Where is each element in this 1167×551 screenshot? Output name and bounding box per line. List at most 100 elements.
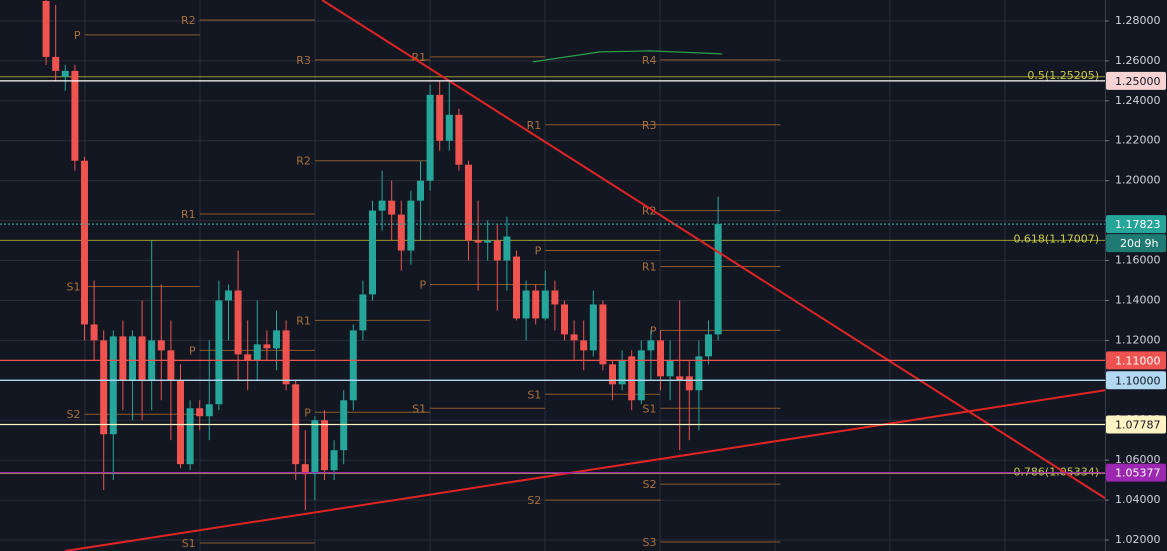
candle-body (426, 94, 434, 181)
price-level-box (1106, 415, 1166, 434)
countdown-label: 20d 9h (1120, 237, 1158, 250)
pivot-label: S3 (643, 536, 657, 549)
candle-body (340, 400, 348, 451)
countdown-box (1106, 234, 1166, 253)
candle-body (685, 376, 693, 391)
y-tick-label: 1.06000 (1115, 453, 1161, 466)
pivot-label: P (535, 245, 542, 258)
candle-body (618, 360, 626, 385)
candle-body (714, 224, 722, 335)
candle-body (196, 408, 204, 417)
candle-body (464, 164, 472, 241)
candle-body (436, 94, 444, 141)
price-level-box (1106, 71, 1166, 90)
price-level-box (1106, 463, 1166, 482)
candle-body (647, 340, 655, 351)
candle-body (522, 290, 530, 319)
candle-body (100, 340, 108, 435)
candle-body (167, 350, 175, 381)
candle-body (445, 114, 453, 141)
candle-body (52, 56, 60, 71)
candle-body (311, 420, 319, 475)
y-tick-label: 1.16000 (1115, 254, 1161, 267)
pivot-label: R1 (296, 314, 311, 327)
candle-body (176, 380, 184, 465)
y-tick-label: 1.22000 (1115, 134, 1161, 147)
candle-body (378, 200, 386, 211)
candle-body (234, 290, 242, 355)
candle-body (90, 324, 98, 341)
candle-body (580, 340, 588, 351)
y-tick-label: 1.12000 (1115, 333, 1161, 346)
candle-body (61, 70, 69, 77)
candle-body (561, 304, 569, 335)
candle-body (503, 236, 511, 261)
candle-body (157, 340, 165, 351)
candle-body (186, 408, 194, 465)
pivot-label: R3 (296, 54, 311, 67)
pivot-label: P (650, 324, 657, 337)
pivot-label: R1 (181, 208, 196, 221)
candle-body (599, 304, 607, 365)
candle-body (455, 114, 463, 165)
price-level-label: 1.07787 (1115, 418, 1161, 431)
candle-body (407, 200, 415, 251)
candle-body (541, 290, 549, 319)
candle-body (695, 356, 703, 391)
candle-body (666, 360, 674, 377)
candle-body (349, 330, 357, 401)
indicator-line (532, 50, 722, 63)
y-tick-label: 1.28000 (1115, 14, 1161, 27)
candle-body (637, 350, 645, 401)
candle-body (320, 420, 328, 471)
price-level-label: 1.11000 (1115, 354, 1161, 367)
price-level-box (1106, 371, 1166, 390)
y-tick-label: 1.20000 (1115, 174, 1161, 187)
fib-label: 0.5(1.25205) (1027, 69, 1099, 82)
candle-body (493, 240, 501, 261)
candle-body (474, 240, 482, 243)
candle-body (657, 340, 665, 377)
price-level-box (1106, 351, 1166, 370)
y-tick-label: 1.26000 (1115, 54, 1161, 67)
candle-body (570, 334, 578, 341)
pivot-label: P (419, 278, 426, 291)
candle-body (705, 334, 713, 357)
pivot-label: S1 (182, 537, 196, 550)
pivot-label: R2 (181, 14, 196, 27)
price-level-label: 1.05377 (1115, 467, 1161, 480)
trendline (321, 0, 1106, 499)
candle-body (244, 354, 252, 361)
pivot-label: S2 (643, 478, 657, 491)
pivot-label: P (304, 406, 311, 419)
candle-body (397, 214, 405, 251)
pivot-label: P (189, 344, 196, 357)
candle-body (128, 336, 136, 381)
candle-body (301, 464, 309, 475)
pivot-label: R2 (296, 155, 311, 168)
candle-body (119, 336, 127, 381)
pivot-label: P (74, 29, 81, 42)
y-tick-label: 1.04000 (1115, 493, 1161, 506)
price-level-label: 1.17823 (1115, 218, 1161, 231)
price-level-label: 1.25000 (1115, 75, 1161, 88)
candle-body (215, 300, 223, 405)
price-axis: 1.280001.260001.240001.220001.200001.180… (1105, 14, 1166, 546)
plot: P S1 S2 R2 R1 P S1 R3 R2 R1 P R1 P S1 R1 P S1 S2 R4 R3 R2 R1 P… (0, 0, 1106, 551)
price-level-label: 1.10000 (1115, 374, 1161, 387)
candle-body (253, 344, 261, 361)
pivot-label: S2 (527, 494, 541, 507)
candle-body (359, 294, 367, 331)
candle-body (609, 364, 617, 385)
pivot-label: R2 (642, 205, 657, 218)
candle-body (532, 290, 540, 319)
pivot-label: R1 (411, 51, 426, 64)
candle-body (109, 336, 117, 435)
pivot-label: S1 (412, 402, 426, 415)
candle-body (263, 344, 271, 349)
candle-body (512, 256, 520, 319)
price-level-box (1106, 215, 1166, 234)
candle-body (205, 404, 213, 417)
